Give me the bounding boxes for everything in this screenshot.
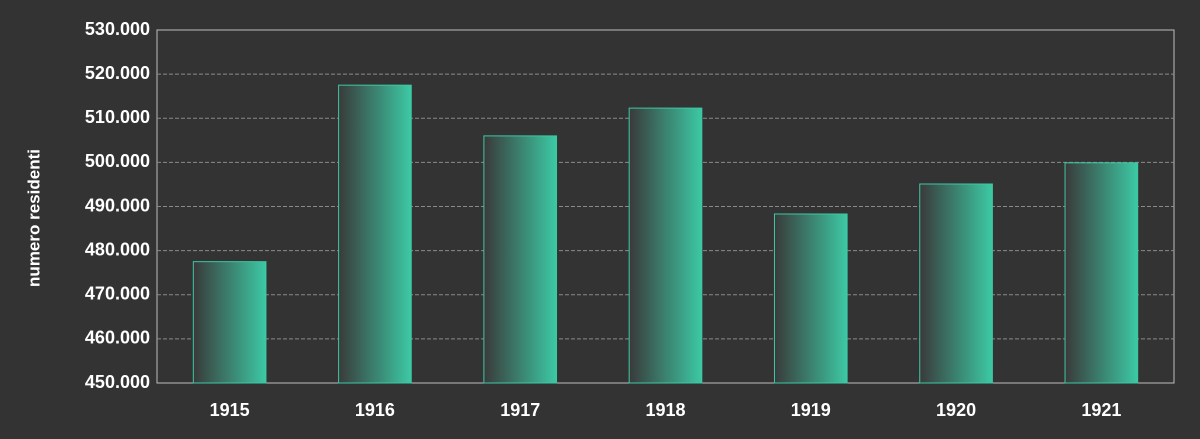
bar — [483, 135, 558, 384]
y-tick-label: 460.000 — [85, 328, 150, 348]
x-tick-label: 1921 — [1081, 400, 1121, 420]
bar — [338, 84, 412, 384]
y-tick-label: 500.000 — [85, 151, 150, 171]
y-axis-label: numero residenti — [24, 149, 43, 287]
bar — [919, 183, 993, 384]
x-tick-label: 1919 — [791, 400, 831, 420]
y-tick-label: 470.000 — [85, 284, 150, 304]
x-tick-label: 1916 — [355, 400, 395, 420]
bar — [1064, 162, 1139, 384]
y-tick-label: 510.000 — [85, 107, 150, 127]
y-tick-label: 450.000 — [85, 372, 150, 392]
y-tick-label: 520.000 — [85, 63, 150, 83]
x-tick-label: 1917 — [500, 400, 540, 420]
y-tick-label: 530.000 — [85, 19, 150, 39]
y-tick-label: 490.000 — [85, 195, 150, 215]
x-tick-label: 1918 — [645, 400, 685, 420]
x-tick-label: 1920 — [936, 400, 976, 420]
x-tick-label: 1915 — [210, 400, 250, 420]
y-tick-label: 480.000 — [85, 239, 150, 259]
bar — [628, 107, 703, 384]
bar — [773, 213, 848, 384]
bar — [192, 261, 267, 384]
